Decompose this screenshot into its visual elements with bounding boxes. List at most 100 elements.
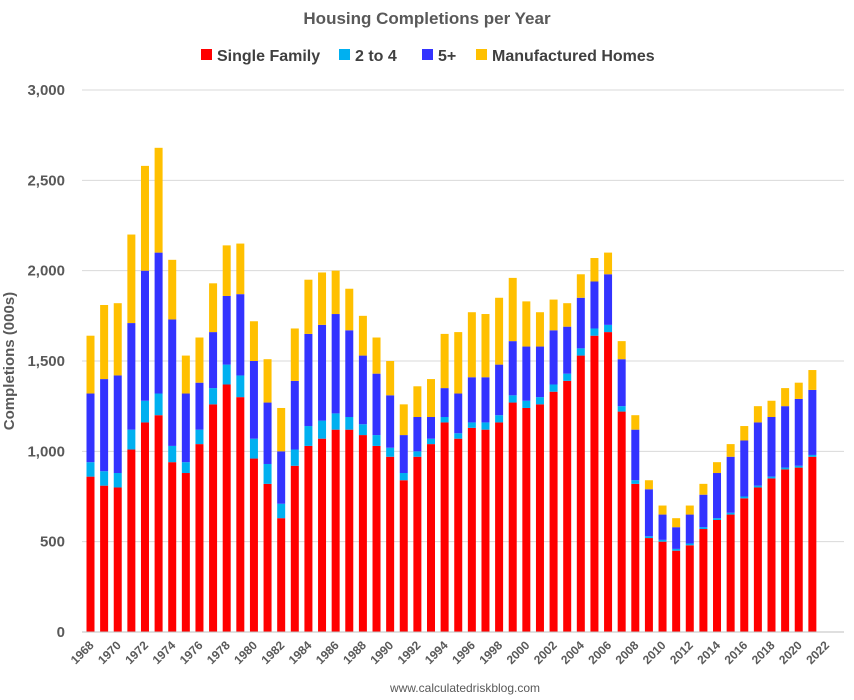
- bar-5--1983: [290, 380, 299, 450]
- bar-2-to-4-1988: [358, 424, 367, 436]
- x-tick-label: 1996: [449, 638, 478, 667]
- bar-single-family-1995: [454, 438, 463, 632]
- bar-manufactured-homes-2010: [658, 505, 667, 515]
- bar-manufactured-homes-1983: [290, 328, 299, 381]
- bar-single-family-1977: [209, 404, 218, 632]
- bar-manufactured-homes-1993: [427, 379, 435, 418]
- bar-manufactured-homes-1996: [467, 312, 476, 378]
- bar-single-family-1996: [467, 427, 476, 632]
- bar-single-family-2011: [672, 550, 681, 632]
- bar-single-family-2006: [604, 332, 613, 632]
- bar-2-to-4-1997: [481, 422, 490, 430]
- x-tick-label: 1994: [422, 638, 451, 667]
- bar-5--2008: [631, 429, 640, 481]
- x-tick-label: 1968: [68, 638, 97, 667]
- bar-manufactured-homes-2000: [522, 301, 531, 347]
- bar-single-family-1972: [140, 422, 149, 632]
- bar-5--2004: [576, 297, 585, 349]
- bar-manufactured-homes-1988: [358, 315, 367, 356]
- bar-2-to-4-1991: [399, 473, 408, 481]
- bar-single-family-1982: [277, 518, 286, 632]
- bars: [86, 147, 817, 632]
- bar-5--1985: [318, 324, 327, 421]
- bar-2-to-4-2008: [631, 480, 640, 484]
- bar-manufactured-homes-1979: [236, 243, 245, 295]
- bar-manufactured-homes-1969: [100, 304, 109, 380]
- legend-label: 5+: [438, 48, 456, 65]
- bar-5--2001: [535, 346, 544, 398]
- bar-manufactured-homes-1975: [181, 355, 190, 394]
- bar-single-family-2008: [631, 483, 640, 632]
- bar-5--2012: [685, 514, 694, 544]
- y-tick-label: 3,000: [27, 82, 65, 99]
- bar-5--1986: [331, 314, 340, 414]
- bar-single-family-2003: [563, 380, 572, 632]
- bar-5--1991: [399, 435, 408, 474]
- bar-single-family-2010: [658, 541, 667, 632]
- bar-manufactured-homes-2014: [713, 462, 722, 474]
- x-tick-label: 2020: [776, 638, 805, 667]
- bar-2-to-4-2009: [644, 536, 653, 539]
- y-axis-label: Completions (000s): [1, 292, 18, 430]
- bar-manufactured-homes-1980: [249, 321, 258, 361]
- bar-2-to-4-1971: [127, 429, 136, 450]
- bar-manufactured-homes-1984: [304, 279, 313, 334]
- bar-5--2018: [767, 417, 776, 477]
- bar-2-to-4-1981: [263, 463, 272, 484]
- x-tick-label: 2008: [613, 638, 642, 667]
- bar-manufactured-homes-1973: [154, 147, 163, 253]
- x-tick-label: 1978: [204, 638, 233, 667]
- bar-5--1981: [263, 402, 272, 464]
- bar-2-to-4-1992: [413, 451, 422, 457]
- bar-single-family-2016: [740, 498, 749, 632]
- bar-5--1990: [386, 395, 395, 448]
- bar-2-to-4-1990: [386, 447, 395, 457]
- bar-2-to-4-2015: [726, 512, 735, 515]
- x-tick-label: 2016: [722, 638, 751, 667]
- bar-single-family-1997: [481, 429, 490, 632]
- bar-single-family-1973: [154, 415, 163, 632]
- bar-5--1975: [181, 393, 190, 463]
- bar-manufactured-homes-2021: [808, 370, 817, 390]
- bar-2-to-4-1993: [427, 438, 435, 445]
- bar-single-family-2005: [590, 335, 599, 632]
- bar-single-family-2017: [753, 487, 762, 632]
- y-tick-label: 1,000: [27, 443, 65, 460]
- bar-2-to-4-2003: [563, 373, 572, 381]
- bar-single-family-2004: [576, 355, 585, 632]
- bar-single-family-2014: [713, 519, 722, 632]
- x-tick-label: 1982: [259, 638, 288, 667]
- bar-2-to-4-2005: [590, 328, 599, 336]
- bar-single-family-1971: [127, 449, 136, 632]
- x-tick-label: 2018: [749, 638, 778, 667]
- bar-single-family-1968: [86, 476, 95, 632]
- bar-single-family-2013: [699, 529, 708, 632]
- bar-single-family-2012: [685, 545, 694, 632]
- bar-single-family-1975: [181, 473, 190, 632]
- bar-2-to-4-2016: [740, 496, 749, 499]
- bar-manufactured-homes-1999: [508, 277, 517, 342]
- bar-2-to-4-1978: [222, 364, 231, 385]
- bar-manufactured-homes-2016: [740, 426, 749, 441]
- legend-swatch: [201, 49, 212, 60]
- bar-manufactured-homes-1978: [222, 245, 231, 296]
- x-tick-label: 2000: [504, 638, 533, 667]
- legend-label: Manufactured Homes: [492, 48, 655, 65]
- bar-manufactured-homes-1997: [481, 314, 490, 378]
- bar-5--1993: [427, 417, 435, 439]
- bar-5--2010: [658, 514, 667, 540]
- bar-single-family-2009: [644, 538, 653, 632]
- bar-manufactured-homes-2005: [590, 258, 599, 282]
- bar-2-to-4-1996: [467, 422, 476, 428]
- bar-manufactured-homes-1991: [399, 404, 408, 436]
- bar-2-to-4-2002: [549, 384, 558, 392]
- bar-2-to-4-2001: [535, 397, 544, 405]
- bar-manufactured-homes-1995: [454, 332, 463, 394]
- bar-5--1970: [113, 375, 122, 474]
- bar-single-family-1970: [113, 487, 122, 632]
- y-axis-ticks: 0 500 1,000 1,500 2,000 2,500 3,000: [27, 82, 65, 641]
- bar-manufactured-homes-2013: [699, 483, 708, 495]
- x-tick-label: 1980: [231, 638, 260, 667]
- bar-5--1982: [277, 451, 286, 504]
